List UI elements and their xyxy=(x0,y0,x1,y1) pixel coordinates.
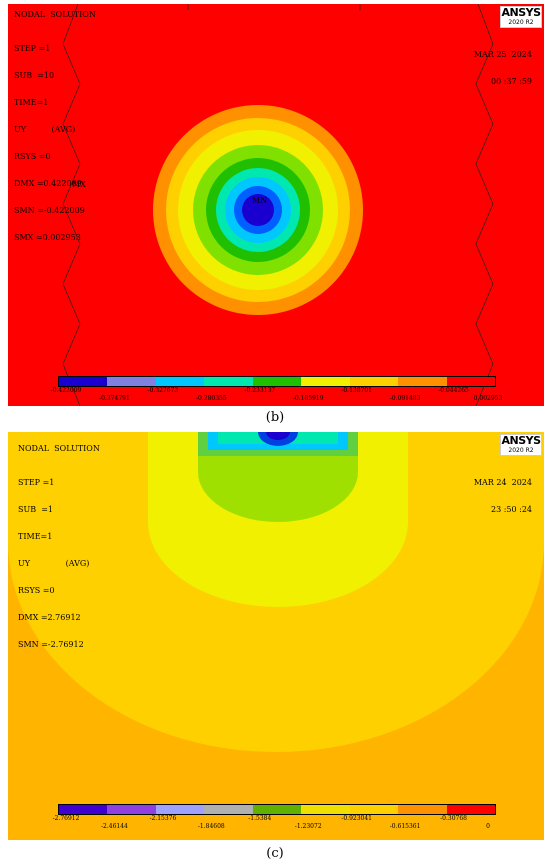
legend-swatch xyxy=(59,805,108,814)
legend-tick-label: -0.044265 xyxy=(438,387,469,394)
ansys-logo: ANSYS 2020 R2 xyxy=(500,434,542,456)
legend-swatch xyxy=(252,377,302,386)
mn-label: MN xyxy=(252,196,268,205)
legend-swatch xyxy=(155,377,205,386)
legend-swatch xyxy=(349,377,399,386)
color-legend-c xyxy=(58,804,496,815)
legend-tick-label: -1.23072 xyxy=(294,823,322,830)
legend-swatch xyxy=(446,377,495,386)
contour-plot-c: NODAL SOLUTION STEP =1 SUB =1 TIME=1 UY … xyxy=(8,432,544,840)
legend-tick-label: -0.422009 xyxy=(50,387,82,394)
info-line: SUB =10 xyxy=(14,71,55,80)
info-line: STEP =1 xyxy=(14,44,51,53)
info-block-c: STEP =1 SUB =1 TIME=1 UY (AVG) RSYS =0 D… xyxy=(18,460,89,667)
legend-swatch xyxy=(349,805,399,814)
legend-tick-label: -0.233137 xyxy=(244,387,276,394)
legend-tick-label: -0.30768 xyxy=(440,815,467,822)
legend-swatch xyxy=(398,805,447,814)
info-line: SMX =0.002953 xyxy=(14,233,81,242)
contour-graphic-c xyxy=(8,432,544,752)
legend-tick-label: 0 xyxy=(486,823,490,830)
caption-b: (b) xyxy=(265,410,285,425)
mx-label: MX xyxy=(72,180,86,189)
info-line: UY (AVG) xyxy=(14,125,76,134)
contour-graphic-b xyxy=(62,4,494,406)
legend-swatch xyxy=(107,805,156,814)
info-line: SMN =-0.422009 xyxy=(14,206,85,215)
legend-swatch xyxy=(204,377,253,386)
legend-swatch xyxy=(446,805,495,814)
legend-swatch xyxy=(107,377,156,386)
legend-swatch xyxy=(301,805,350,814)
legend-tick-label: -0.280355 xyxy=(196,395,227,402)
legend-swatch xyxy=(59,377,108,386)
legend-tick-label: -2.46144 xyxy=(101,823,128,830)
contour-plot-b: NODAL SOLUTION STEP =1 SUB =10 TIME=1 UY… xyxy=(8,4,544,406)
legend-tick-label: -0.138701 xyxy=(341,387,372,394)
legend-tick-label: -1.5384 xyxy=(248,815,272,822)
legend-tick-label: -0.374791 xyxy=(99,395,130,402)
info-line: RSYS =0 xyxy=(14,152,51,161)
legend-tick-label: -2.15376 xyxy=(149,815,177,822)
info-line: TIME=1 xyxy=(18,532,53,541)
date-c: MAR 24 2024 23 :50 :24 xyxy=(473,478,532,514)
legend-tick-label: -1.84608 xyxy=(197,823,225,830)
date-b: MAR 25 2024 00 :37 :59 xyxy=(473,50,532,86)
legend-tick-label: -0.923041 xyxy=(341,815,372,822)
info-line: TIME=1 xyxy=(14,98,49,107)
caption-c: (c) xyxy=(266,846,284,861)
legend-tick-label: -0.185919 xyxy=(292,395,324,402)
info-line: RSYS =0 xyxy=(18,586,55,595)
legend-tick-label: -2.76912 xyxy=(52,815,80,822)
info-line: STEP =1 xyxy=(18,478,55,487)
legend-tick-label: -0.327673 xyxy=(147,387,179,394)
info-line: DMX =0.422009 xyxy=(14,179,82,188)
legend-tick-label: -0.091483 xyxy=(389,395,421,402)
legend-swatch xyxy=(155,805,205,814)
info-line: UY (AVG) xyxy=(18,559,90,568)
header-b: NODAL SOLUTION xyxy=(14,10,96,19)
legend-swatch xyxy=(204,805,253,814)
info-line: SUB =1 xyxy=(18,505,53,514)
legend-swatch xyxy=(301,377,350,386)
color-legend-b xyxy=(58,376,496,387)
legend-tick-label: -0.615361 xyxy=(389,823,421,830)
header-c: NODAL SOLUTION xyxy=(18,444,100,453)
legend-swatch xyxy=(398,377,447,386)
legend-swatch xyxy=(252,805,302,814)
legend-tick-label: 0.002953 xyxy=(473,395,503,402)
info-line: SMN =-2.76912 xyxy=(18,640,84,649)
info-block-b: STEP =1 SUB =10 TIME=1 UY (AVG) RSYS =0 … xyxy=(14,26,85,260)
ansys-logo: ANSYS 2020 R2 xyxy=(500,6,542,28)
info-line: DMX =2.76912 xyxy=(18,613,81,622)
